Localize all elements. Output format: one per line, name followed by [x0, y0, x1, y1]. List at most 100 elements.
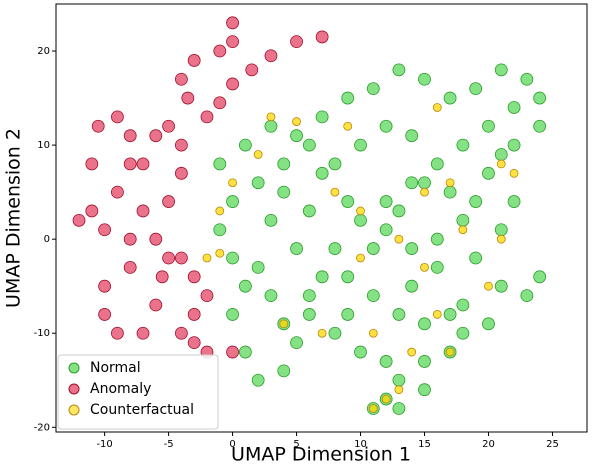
point [302, 289, 316, 303]
legend-label: Anomaly [90, 381, 151, 397]
legend-marker [68, 404, 80, 416]
point [187, 54, 201, 67]
point [533, 270, 547, 284]
point [174, 72, 188, 86]
point [277, 157, 291, 171]
point [174, 166, 188, 180]
point [315, 166, 329, 180]
point [407, 347, 417, 357]
point [418, 176, 431, 190]
point [98, 279, 112, 293]
point [200, 289, 214, 303]
point [509, 168, 519, 178]
y-tick-label: -20 [34, 422, 50, 433]
point [484, 281, 493, 291]
point [277, 364, 291, 378]
x-tick-label: 0 [229, 439, 235, 450]
point [302, 138, 316, 152]
point [507, 195, 521, 208]
point [290, 35, 303, 49]
point [200, 110, 214, 124]
point [290, 242, 303, 255]
point [149, 298, 163, 312]
point [482, 119, 495, 133]
point [456, 213, 470, 227]
point [251, 260, 265, 274]
x-tick-label: 5 [293, 439, 299, 450]
point [430, 232, 444, 246]
point [123, 260, 137, 274]
point [520, 72, 534, 86]
series-1 [72, 16, 329, 359]
point [330, 187, 340, 197]
point [317, 328, 327, 338]
point [174, 326, 188, 340]
point [226, 195, 239, 208]
legend-label: Counterfactual [90, 402, 194, 418]
point [162, 119, 175, 133]
point [155, 270, 169, 284]
point [226, 77, 239, 91]
point [368, 404, 378, 413]
y-tick-label: 20 [37, 46, 50, 57]
point [507, 138, 521, 152]
x-tick-label: -10 [96, 439, 112, 450]
legend-marker [68, 362, 80, 374]
point [366, 289, 380, 303]
point [405, 279, 419, 293]
point [381, 394, 391, 404]
point [266, 112, 276, 122]
point [366, 82, 380, 96]
y-tick-label: 0 [44, 234, 50, 245]
point [328, 157, 342, 171]
x-tick-label: 25 [546, 439, 559, 450]
y-tick-label: 10 [37, 140, 50, 151]
point [213, 223, 227, 237]
point [149, 232, 163, 246]
point [482, 166, 495, 180]
point [202, 253, 212, 263]
legend-marker [68, 383, 80, 395]
point [228, 178, 237, 188]
point [356, 253, 365, 263]
point [494, 148, 508, 161]
y-tick-label: -10 [34, 328, 50, 339]
point [341, 195, 355, 208]
point [533, 119, 547, 133]
point [98, 308, 112, 321]
point [302, 308, 316, 321]
point [264, 289, 278, 303]
point [238, 279, 252, 293]
series-2 [202, 103, 519, 413]
point [432, 103, 442, 112]
point [279, 319, 289, 329]
point [496, 159, 506, 169]
point [149, 129, 163, 143]
point [315, 110, 329, 124]
marks [72, 16, 547, 415]
point [162, 251, 175, 265]
point [187, 336, 201, 350]
point [533, 91, 547, 105]
point [302, 204, 316, 218]
series-0 [213, 63, 547, 415]
point [418, 72, 431, 86]
point [123, 157, 137, 171]
point [174, 138, 188, 152]
point [392, 373, 406, 387]
point [482, 317, 495, 331]
point [238, 138, 252, 152]
point [111, 326, 124, 340]
x-axis-label: UMAP Dimension 1 [231, 444, 411, 466]
x-tick-label: 10 [354, 439, 367, 450]
point [251, 176, 265, 190]
point [123, 129, 137, 143]
point [181, 91, 195, 105]
point [430, 157, 444, 171]
point [445, 347, 455, 357]
point [354, 213, 367, 227]
point [392, 308, 406, 321]
point [494, 279, 508, 293]
point [379, 195, 393, 208]
point [111, 185, 124, 199]
